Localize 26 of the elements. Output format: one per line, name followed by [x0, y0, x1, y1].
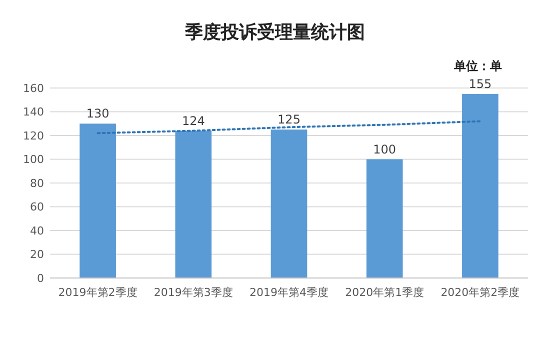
- y-tick-label: 0: [37, 272, 44, 285]
- y-tick-label: 140: [23, 106, 44, 119]
- bar: [462, 94, 498, 278]
- data-label: 124: [182, 114, 205, 128]
- bar: [80, 124, 116, 278]
- x-tick-label: 2019年第4季度: [250, 286, 328, 299]
- data-label: 100: [373, 142, 396, 156]
- x-tick-label: 2020年第1季度: [345, 286, 424, 299]
- bar: [270, 130, 308, 278]
- y-tick-label: 40: [30, 224, 44, 238]
- y-tick-label: 60: [30, 200, 44, 214]
- bar: [366, 159, 403, 278]
- data-label: 130: [86, 106, 110, 121]
- y-tick-label: 100: [23, 153, 44, 166]
- x-tick-label: 2019年第2季度: [58, 286, 138, 299]
- chart-title: 季度投诉受理量统计图: [184, 22, 365, 43]
- bar: [175, 130, 212, 278]
- x-tick-label: 2019年第3季度: [154, 286, 233, 299]
- x-tick-label: 2020年第2季度: [440, 286, 520, 299]
- y-tick-label: 80: [30, 176, 44, 190]
- data-label: 125: [278, 112, 300, 127]
- data-label: 155: [468, 76, 492, 91]
- y-tick-label: 20: [30, 248, 44, 262]
- text: 单位：单: [453, 59, 502, 73]
- y-tick-label: 160: [23, 82, 44, 95]
- y-tick-label: 120: [23, 129, 44, 142]
